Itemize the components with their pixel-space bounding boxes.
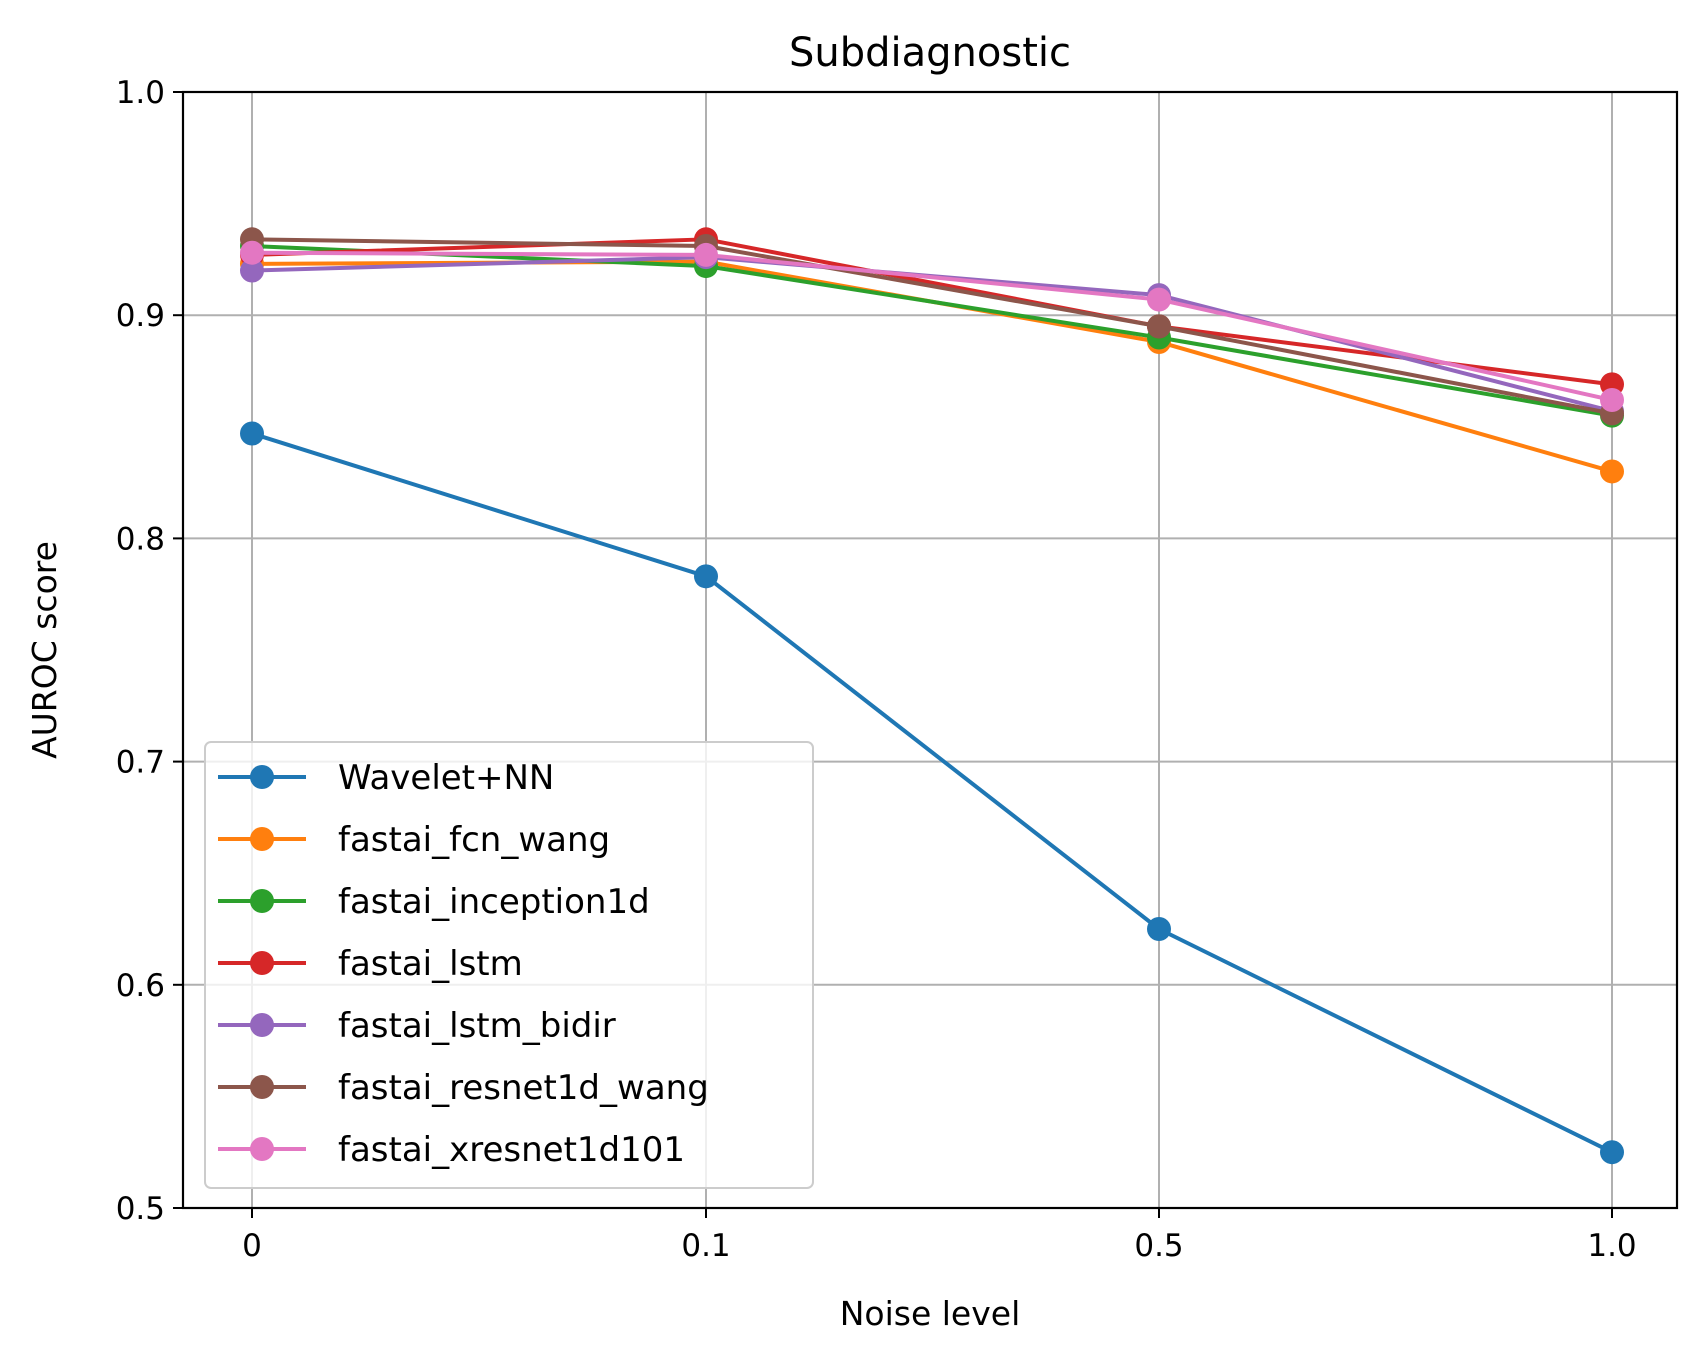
y-axis-label: AUROC score xyxy=(25,541,64,759)
chart-title: Subdiagnostic xyxy=(789,30,1071,76)
legend-marker xyxy=(250,1013,274,1037)
series-line xyxy=(251,237,1613,416)
legend-marker xyxy=(250,951,274,975)
legend-marker xyxy=(250,765,274,789)
legend-marker xyxy=(250,827,274,851)
data-point xyxy=(240,240,264,265)
data-point xyxy=(1147,917,1171,941)
x-tick-label: 1.0 xyxy=(1587,1228,1636,1264)
legend-label: fastai_lstm_bidir xyxy=(338,1006,616,1046)
data-point xyxy=(1600,459,1624,484)
series-fastai-xresnet1d101 xyxy=(240,240,1624,413)
y-tick-label: 0.7 xyxy=(116,745,165,781)
series-line xyxy=(251,250,1613,402)
series-group xyxy=(240,227,1624,1165)
series-line xyxy=(251,244,1613,418)
legend-box xyxy=(204,741,814,1189)
legend-item: Wavelet+NN xyxy=(218,758,554,798)
data-point xyxy=(1147,287,1171,312)
x-tick-label: 0.5 xyxy=(1134,1228,1183,1264)
legend-item: fastai_lstm xyxy=(218,944,523,984)
y-tick-label: 0.6 xyxy=(116,968,165,1004)
legend-item: fastai_fcn_wang xyxy=(218,820,610,860)
plot-frame xyxy=(181,90,1679,1210)
series-line xyxy=(251,237,1613,387)
legend: Wavelet+NN fastai_fcn_wang fastai_inceptio… xyxy=(204,741,814,1189)
series-wavelet-nn xyxy=(240,421,1624,1165)
y-tick-label: 0.8 xyxy=(116,521,165,557)
legend-item: fastai_xresnet1d101 xyxy=(218,1130,685,1170)
legend-label: fastai_resnet1d_wang xyxy=(338,1068,709,1108)
y-tick-label: 1.0 xyxy=(116,75,165,111)
data-point xyxy=(694,242,718,267)
legend-label: Wavelet+NN xyxy=(338,758,554,798)
legend-label: fastai_lstm xyxy=(338,944,523,984)
data-point xyxy=(1600,1140,1624,1165)
series-fastai-lstm-bidir xyxy=(240,245,1624,424)
data-point xyxy=(240,258,264,283)
x-tick-label: 0 xyxy=(242,1228,262,1264)
legend-marker xyxy=(250,889,274,913)
data-point xyxy=(240,421,264,446)
series-line xyxy=(251,431,1613,1154)
series-line xyxy=(251,259,1613,474)
legend-item: fastai_resnet1d_wang xyxy=(218,1068,709,1108)
data-point xyxy=(694,564,718,589)
series-fastai-resnet1d-wang xyxy=(240,227,1624,426)
legend-marker xyxy=(250,1075,274,1099)
legend-label: fastai_inception1d xyxy=(338,882,650,922)
x-axis-label: Noise level xyxy=(840,1294,1021,1333)
data-point xyxy=(1147,314,1171,339)
data-point xyxy=(1600,388,1624,413)
legend-item: fastai_lstm_bidir xyxy=(218,1006,616,1046)
axis-ticks: 0 0.1 0.5 1.0 0.5 0.6 0.7 0.8 0.9 1.0 xyxy=(116,75,1637,1264)
legend-label: fastai_fcn_wang xyxy=(338,820,610,860)
y-tick-label: 0.9 xyxy=(116,298,165,334)
series-line xyxy=(251,255,1613,414)
legend-label: fastai_xresnet1d101 xyxy=(338,1130,685,1170)
legend-item: fastai_inception1d xyxy=(218,882,650,922)
legend-marker xyxy=(250,1137,274,1161)
y-tick-label: 0.5 xyxy=(116,1191,165,1227)
x-tick-label: 0.1 xyxy=(681,1228,730,1264)
